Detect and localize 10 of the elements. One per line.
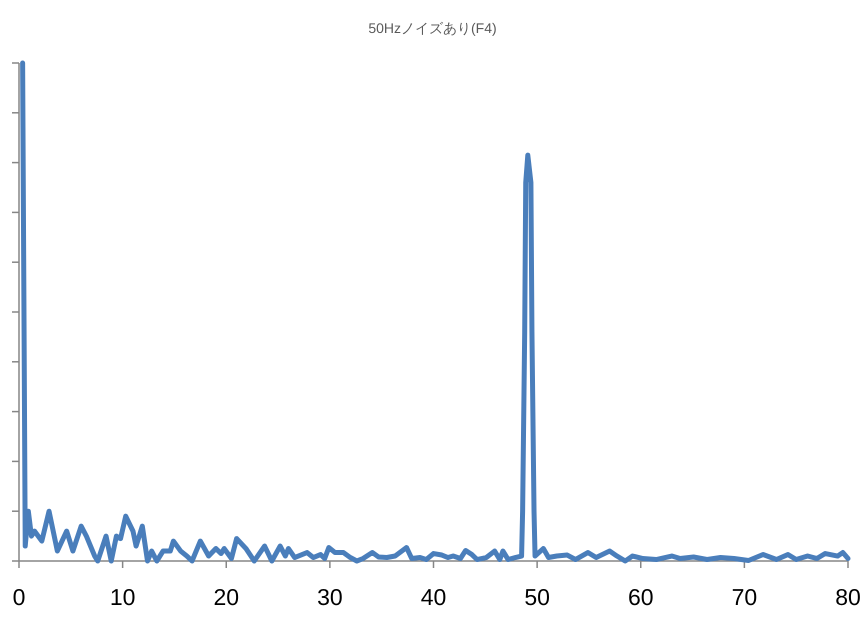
x-tick-label: 80 [835,584,861,610]
x-tick-label: 40 [420,584,446,610]
x-tick-label: 0 [12,584,26,610]
x-tick-label: 30 [317,584,343,610]
x-tick-label: 10 [110,584,136,610]
chart-title: 50Hzノイズあり(F4) [368,20,497,36]
x-tick-label: 50 [524,584,550,610]
x-tick-label: 70 [732,584,758,610]
x-tick-label: 60 [628,584,654,610]
x-tick-label: 20 [213,584,240,610]
